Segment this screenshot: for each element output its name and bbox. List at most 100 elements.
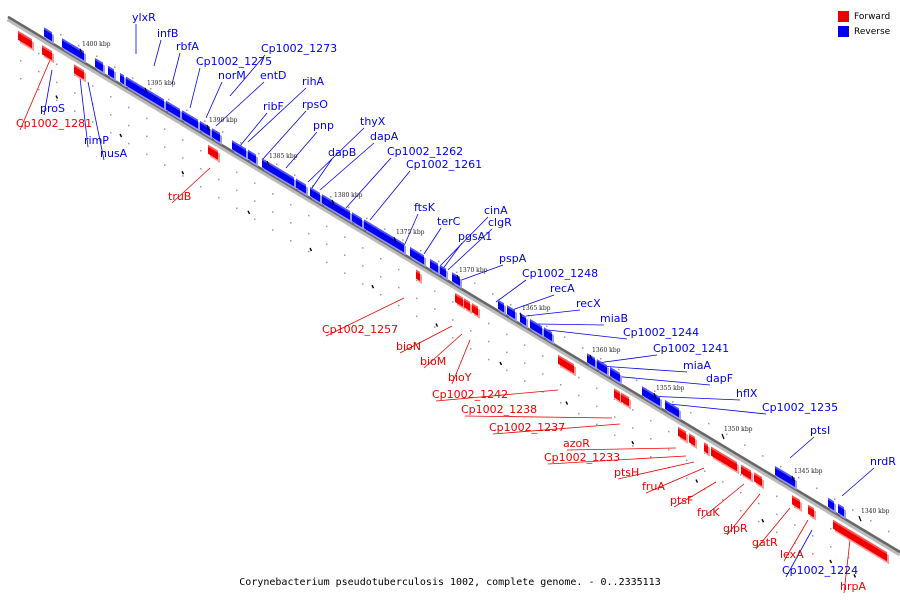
gene-forward-0[interactable]: [18, 30, 34, 52]
gene-label-cp1002_1224[interactable]: Cp1002_1224: [782, 564, 858, 577]
gene-forward-8[interactable]: [558, 354, 576, 377]
gene-reverse-20[interactable]: [440, 265, 448, 281]
gene-reverse-26[interactable]: [544, 327, 554, 345]
gene-forward-5[interactable]: [455, 293, 465, 310]
gene-reverse-0[interactable]: [44, 27, 54, 45]
gene-reverse-13[interactable]: [296, 178, 308, 197]
gene-label-cp1002_1235[interactable]: Cp1002_1235: [762, 401, 838, 414]
gene-label-cp1002_1257[interactable]: Cp1002_1257: [322, 323, 398, 336]
gene-reverse-12[interactable]: [262, 158, 296, 190]
gene-forward-6[interactable]: [464, 298, 472, 314]
gene-label-miaa[interactable]: miaA: [683, 359, 712, 372]
gene-reverse-19[interactable]: [430, 259, 440, 276]
gene-reverse-16[interactable]: [352, 212, 364, 231]
gene-forward-17[interactable]: [792, 495, 802, 512]
gene-label-fruk[interactable]: fruK: [697, 506, 720, 519]
gene-label-cp1002_1275[interactable]: Cp1002_1275: [196, 55, 272, 68]
gene-label-clgr[interactable]: clgR: [488, 216, 512, 229]
gene-label-bion[interactable]: bioN: [396, 340, 421, 353]
gene-label-hrpa[interactable]: hrpA: [840, 580, 866, 593]
gene-label-trub[interactable]: truB: [168, 190, 191, 203]
gene-label-entd[interactable]: entD: [260, 69, 287, 82]
gene-reverse-25[interactable]: [530, 319, 544, 339]
gene-forward-10[interactable]: [621, 392, 631, 410]
gene-label-cp1002_1241[interactable]: Cp1002_1241: [653, 342, 729, 355]
gene-label-miab[interactable]: miaB: [600, 312, 628, 325]
gene-label-pgsa1[interactable]: pgsA1: [458, 230, 492, 243]
gene-forward-15[interactable]: [741, 464, 753, 483]
gene-forward-1[interactable]: [42, 45, 54, 64]
gene-reverse-9[interactable]: [212, 128, 222, 145]
gene-label-cp1002_1233[interactable]: Cp1002_1233: [544, 451, 620, 464]
gene-label-glpr[interactable]: glpR: [723, 522, 748, 535]
gene-forward-3[interactable]: [208, 144, 220, 163]
gene-label-ptsh[interactable]: ptsH: [614, 466, 639, 479]
gene-label-lexa[interactable]: lexA: [780, 548, 804, 561]
gene-label-nusa[interactable]: nusA: [100, 147, 128, 160]
gene-label-bioy[interactable]: bioY: [448, 371, 472, 384]
gene-reverse-28[interactable]: [597, 359, 609, 378]
gene-forward-4[interactable]: [416, 269, 422, 284]
gene-label-cp1002_1248[interactable]: Cp1002_1248: [522, 267, 598, 280]
gene-label-frua[interactable]: fruA: [642, 480, 665, 493]
gene-label-thyx[interactable]: thyX: [360, 115, 386, 128]
gene-reverse-1[interactable]: [62, 38, 86, 64]
gene-reverse-4[interactable]: [120, 73, 126, 88]
gene-reverse-33[interactable]: [828, 497, 836, 514]
gene-label-rpso[interactable]: rpsO: [302, 98, 328, 111]
gene-forward-19[interactable]: [833, 519, 889, 565]
gene-forward-18[interactable]: [808, 504, 816, 521]
gene-label-pros[interactable]: proS: [40, 102, 65, 115]
gene-reverse-15[interactable]: [322, 194, 352, 223]
gene-label-ribf[interactable]: ribF: [263, 100, 284, 113]
gene-forward-16[interactable]: [754, 472, 764, 490]
gene-label-ylxr[interactable]: ylxR: [132, 11, 156, 24]
gene-reverse-31[interactable]: [665, 400, 681, 421]
gene-label-norm[interactable]: norM: [218, 69, 246, 82]
gene-label-pnp[interactable]: pnp: [313, 119, 334, 132]
gene-label-rimp[interactable]: rimP: [84, 134, 109, 147]
gene-label-dapb[interactable]: dapB: [328, 146, 356, 159]
gene-reverse-17[interactable]: [364, 219, 406, 256]
gene-label-cp1002_1238[interactable]: Cp1002_1238: [461, 403, 537, 416]
gene-label-hflx[interactable]: hflX: [736, 387, 758, 400]
gene-reverse-14[interactable]: [310, 187, 322, 205]
gene-label-dapa[interactable]: dapA: [370, 130, 399, 143]
gene-label-cp1002_1244[interactable]: Cp1002_1244: [623, 326, 699, 339]
gene-forward-13[interactable]: [704, 442, 710, 457]
gene-label-azor[interactable]: azoR: [563, 437, 590, 450]
gene-forward-7[interactable]: [472, 303, 480, 319]
gene-reverse-3[interactable]: [108, 65, 116, 82]
gene-label-biom[interactable]: bioM: [420, 355, 446, 368]
gene-label-reca[interactable]: recA: [550, 282, 575, 295]
gene-label-cp1002_1261[interactable]: Cp1002_1261: [406, 158, 482, 171]
gene-label-dapf[interactable]: dapF: [706, 372, 733, 385]
gene-label-cina[interactable]: cinA: [484, 204, 508, 217]
gene-reverse-22[interactable]: [498, 299, 506, 316]
gene-label-recx[interactable]: recX: [576, 297, 601, 310]
gene-reverse-7[interactable]: [182, 110, 200, 132]
gene-label-infb[interactable]: infB: [157, 27, 178, 40]
gene-reverse-32[interactable]: [775, 466, 797, 490]
gene-label-terc[interactable]: terC: [437, 215, 461, 228]
gene-label-cp1002_1281[interactable]: Cp1002_1281: [16, 117, 92, 130]
gene-label-ftsk[interactable]: ftsK: [414, 201, 436, 214]
gene-label-cp1002_1273[interactable]: Cp1002_1273: [261, 42, 337, 55]
gene-forward-2[interactable]: [74, 64, 86, 83]
gene-label-riha[interactable]: rihA: [302, 75, 325, 88]
gene-reverse-11[interactable]: [248, 149, 258, 167]
gene-reverse-18[interactable]: [410, 247, 426, 268]
gene-reverse-29[interactable]: [610, 367, 622, 385]
gene-label-ptsi[interactable]: ptsI: [810, 424, 830, 437]
gene-reverse-6[interactable]: [166, 100, 182, 121]
gene-label-cp1002_1237[interactable]: Cp1002_1237: [489, 421, 565, 434]
gene-forward-11[interactable]: [678, 426, 688, 444]
gene-label-cp1002_1242[interactable]: Cp1002_1242: [432, 388, 508, 401]
gene-label-rbfa[interactable]: rbfA: [176, 40, 199, 53]
gene-reverse-34[interactable]: [838, 503, 846, 520]
gene-label-ptsf[interactable]: ptsF: [670, 494, 693, 507]
gene-label-pspa[interactable]: pspA: [499, 252, 527, 265]
gene-forward-12[interactable]: [689, 433, 697, 449]
gene-reverse-10[interactable]: [232, 140, 248, 161]
gene-label-cp1002_1262[interactable]: Cp1002_1262: [387, 145, 463, 158]
